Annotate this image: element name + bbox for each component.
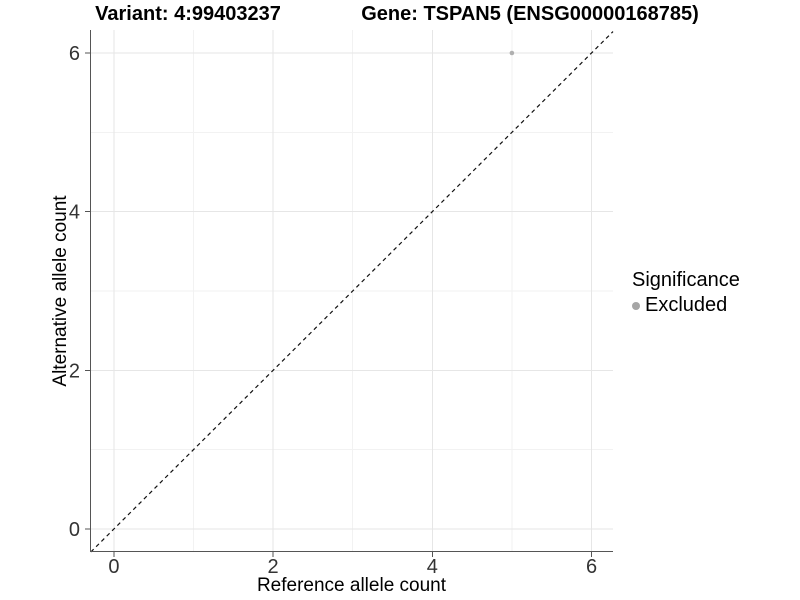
y-tick-label: 2 xyxy=(69,360,80,382)
plot-panel: 0 2 4 6 0 2 4 6 xyxy=(69,30,614,578)
y-tick-label: 0 xyxy=(69,519,80,541)
plot-svg-canvas: 0 2 4 6 0 2 4 6 xyxy=(69,30,614,578)
data-point xyxy=(509,50,515,56)
legend-title: Significance xyxy=(632,269,740,291)
identity-reference-line xyxy=(90,31,614,553)
y-tick-label: 4 xyxy=(69,202,80,224)
x-axis-title: Reference allele count xyxy=(256,575,447,596)
x-tick-label: 2 xyxy=(268,556,279,578)
legend-item-excluded: Excluded xyxy=(632,294,740,317)
y-tick-label: 6 xyxy=(69,43,80,65)
legend-point-icon xyxy=(632,301,640,310)
legend: Significance Excluded xyxy=(632,269,740,317)
y-axis-title: Alternative allele count xyxy=(50,195,71,387)
x-tick-label: 4 xyxy=(427,556,438,578)
variant-title: Variant: 4:99403237 xyxy=(95,3,281,25)
x-tick-label: 0 xyxy=(108,556,119,578)
gene-title: Gene: TSPAN5 (ENSG00000168785) xyxy=(361,3,699,25)
x-tick-label: 6 xyxy=(586,556,597,578)
legend-item-label: Excluded xyxy=(645,294,728,316)
